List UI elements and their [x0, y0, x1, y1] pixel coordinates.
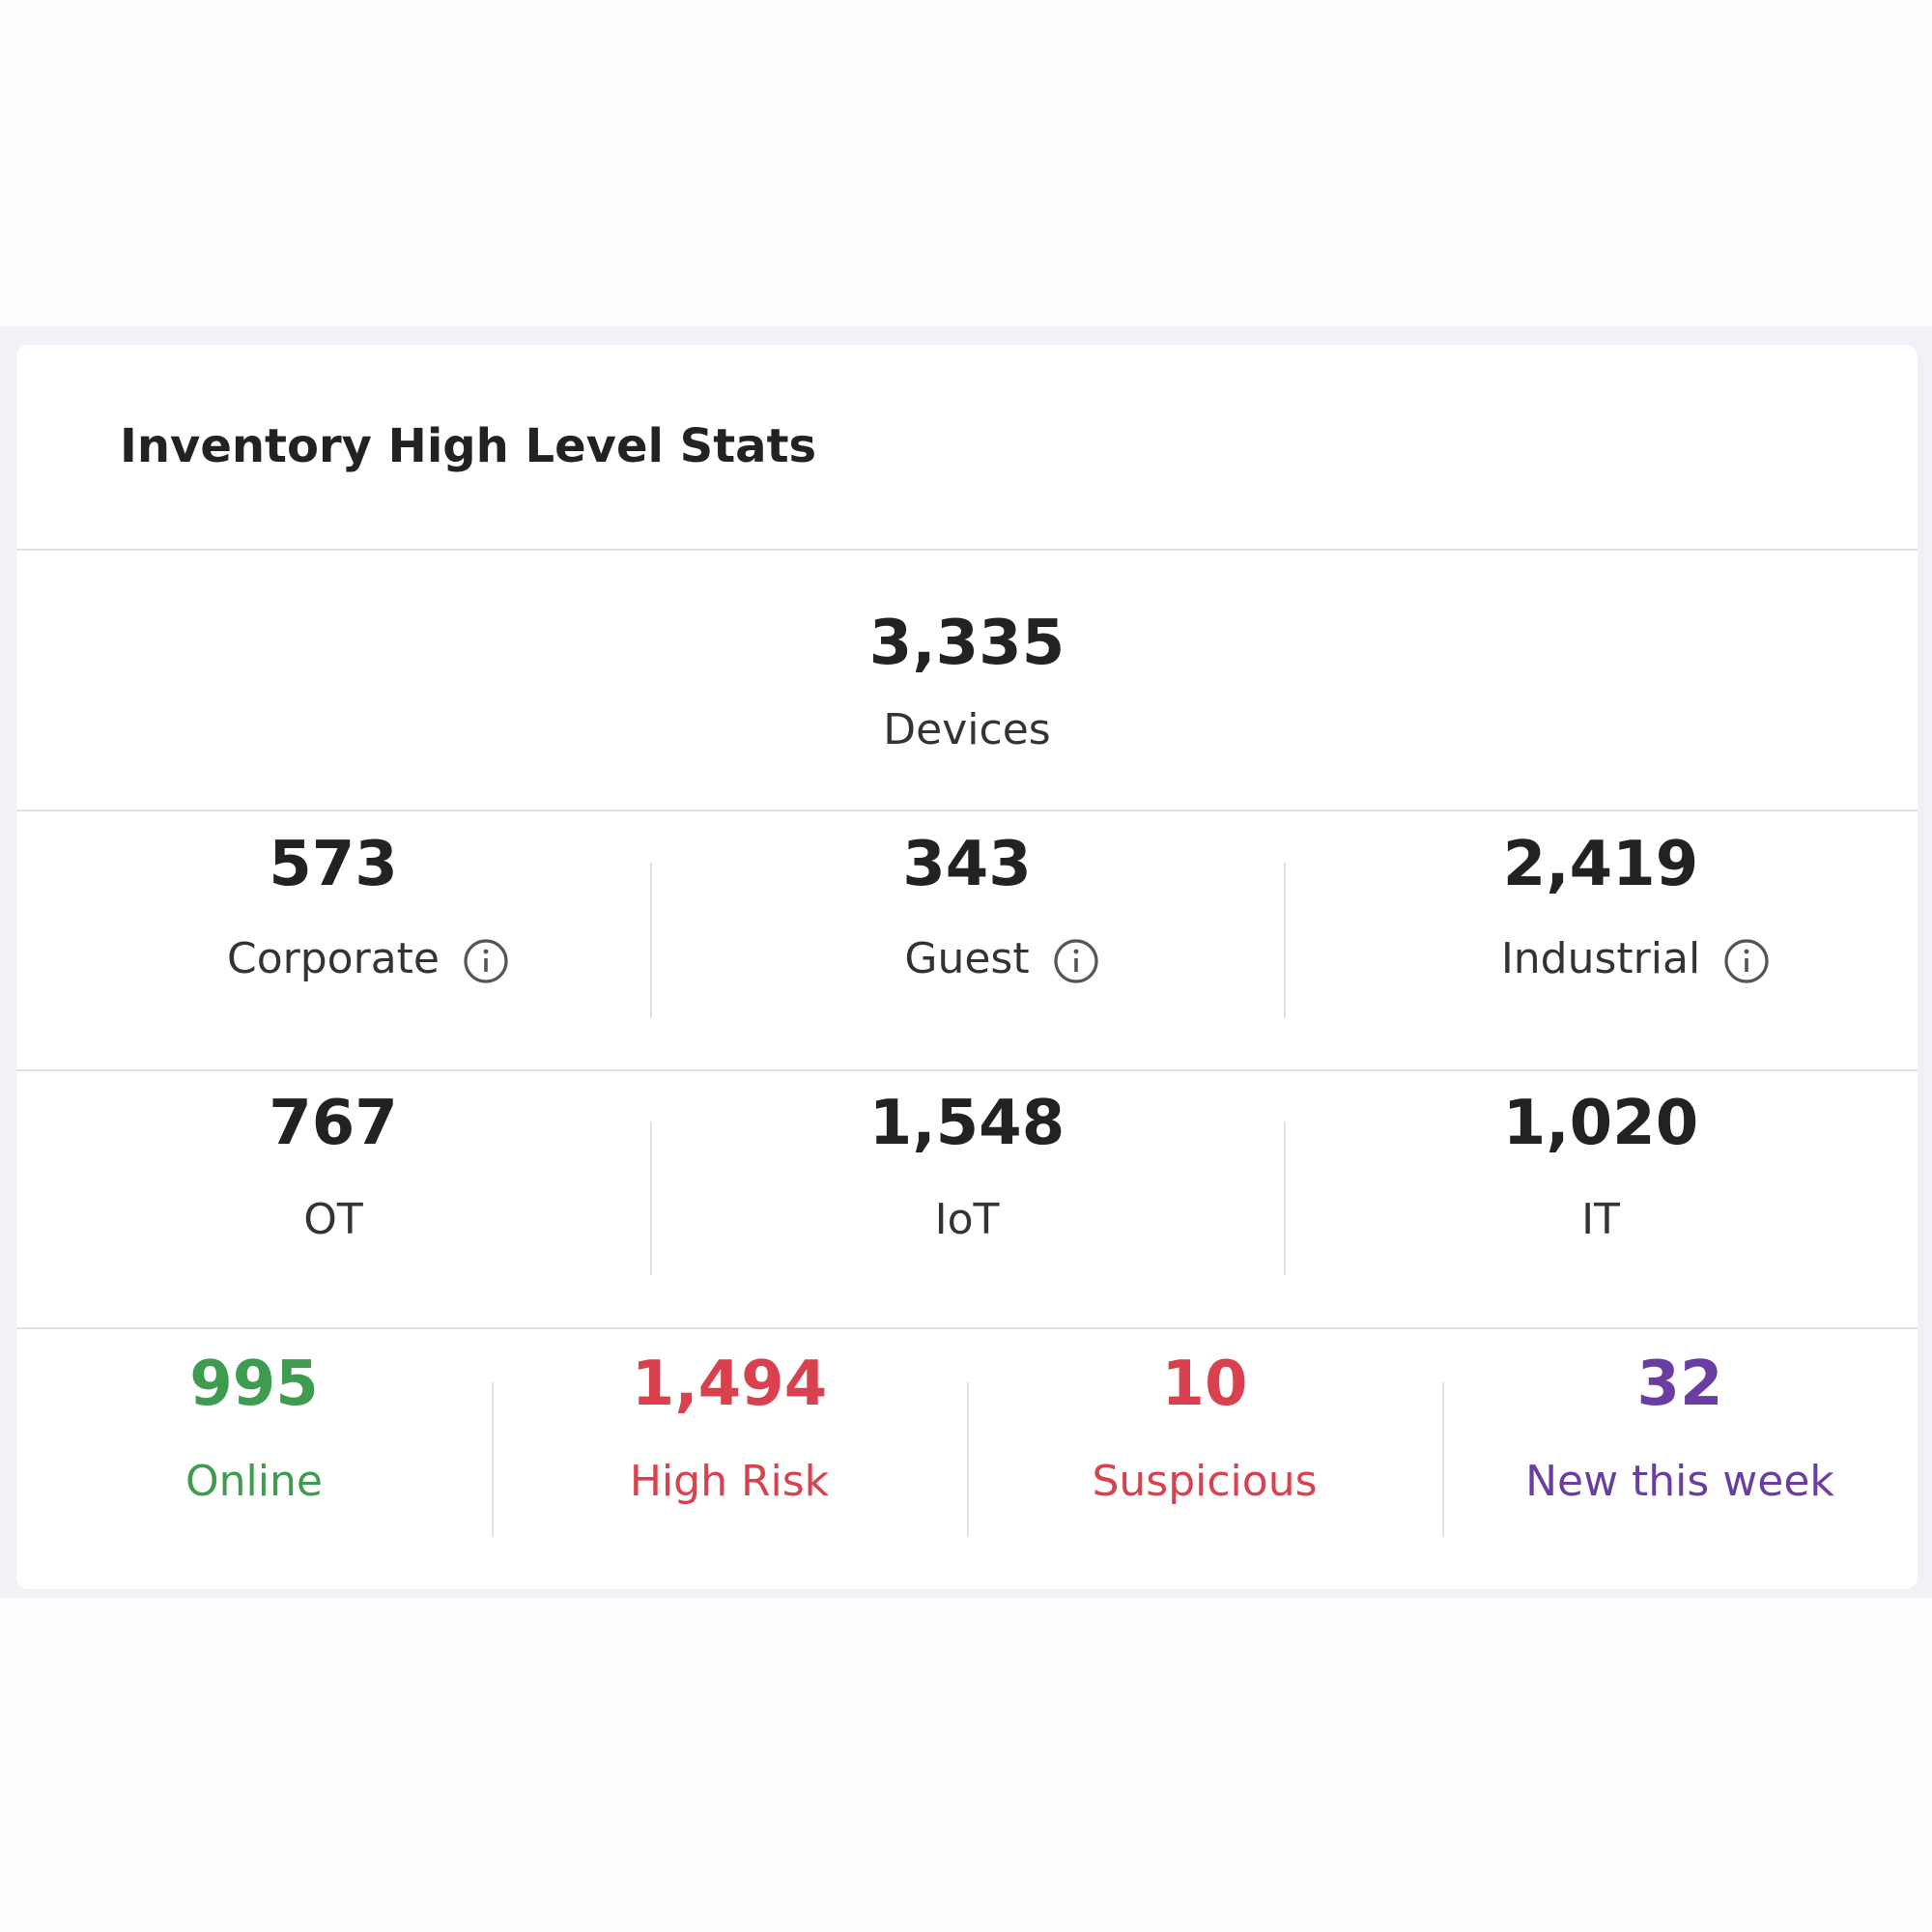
- label-text: Guest: [904, 930, 1098, 988]
- total-value: 3,335: [868, 608, 1065, 679]
- stat-label: High Risk: [492, 1453, 967, 1511]
- divider: [16, 549, 1918, 551]
- divider: [16, 1069, 1918, 1071]
- label-text: OT: [303, 1195, 363, 1244]
- column-divider: [650, 863, 652, 1018]
- stat-label: Industrial: [1284, 930, 1918, 988]
- stats-card: Inventory High Level Stats 3,335 Devices…: [16, 345, 1918, 1589]
- stat-value: 32: [1636, 1349, 1723, 1420]
- stat-value: 1,548: [868, 1088, 1065, 1159]
- label-text: Online: [185, 1457, 323, 1506]
- stat-value: 2,419: [1502, 829, 1699, 900]
- label-text: Devices: [883, 705, 1051, 754]
- info-icon[interactable]: [1723, 938, 1770, 984]
- column-divider: [967, 1382, 969, 1537]
- stat-value: 1,494: [631, 1349, 828, 1420]
- label-text: New this week: [1525, 1457, 1834, 1506]
- stat-label: OT: [16, 1191, 650, 1249]
- label-text: Corporate: [227, 930, 508, 988]
- label-text: Industrial: [1501, 930, 1769, 988]
- divider: [16, 1327, 1918, 1329]
- total-label: Devices: [16, 701, 1918, 759]
- stat-value: 343: [902, 829, 1032, 900]
- stat-value: 10: [1161, 1349, 1248, 1420]
- stat-value: 767: [269, 1088, 398, 1159]
- column-divider: [1284, 1122, 1286, 1275]
- label-text: High Risk: [629, 1457, 830, 1506]
- label-text: Suspicious: [1092, 1457, 1318, 1506]
- stat-label: IoT: [650, 1191, 1284, 1249]
- column-divider: [1284, 863, 1286, 1018]
- stat-label: Online: [16, 1453, 492, 1511]
- stat-label: New this week: [1442, 1453, 1918, 1511]
- stat-value: 1,020: [1502, 1088, 1699, 1159]
- stat-value: 995: [189, 1349, 319, 1420]
- column-divider: [650, 1122, 652, 1275]
- info-icon[interactable]: [1053, 938, 1099, 984]
- stat-value: 573: [269, 829, 398, 900]
- column-divider: [492, 1382, 494, 1537]
- card-title: Inventory High Level Stats: [120, 419, 817, 473]
- label-text: IT: [1581, 1195, 1620, 1244]
- label-text: IoT: [934, 1195, 1000, 1244]
- info-icon[interactable]: [463, 938, 509, 984]
- divider: [16, 810, 1918, 811]
- column-divider: [1442, 1382, 1444, 1537]
- stat-label: IT: [1284, 1191, 1918, 1249]
- stat-label: Guest: [650, 930, 1284, 988]
- stat-label: Corporate: [16, 930, 650, 988]
- stat-label: Suspicious: [967, 1453, 1442, 1511]
